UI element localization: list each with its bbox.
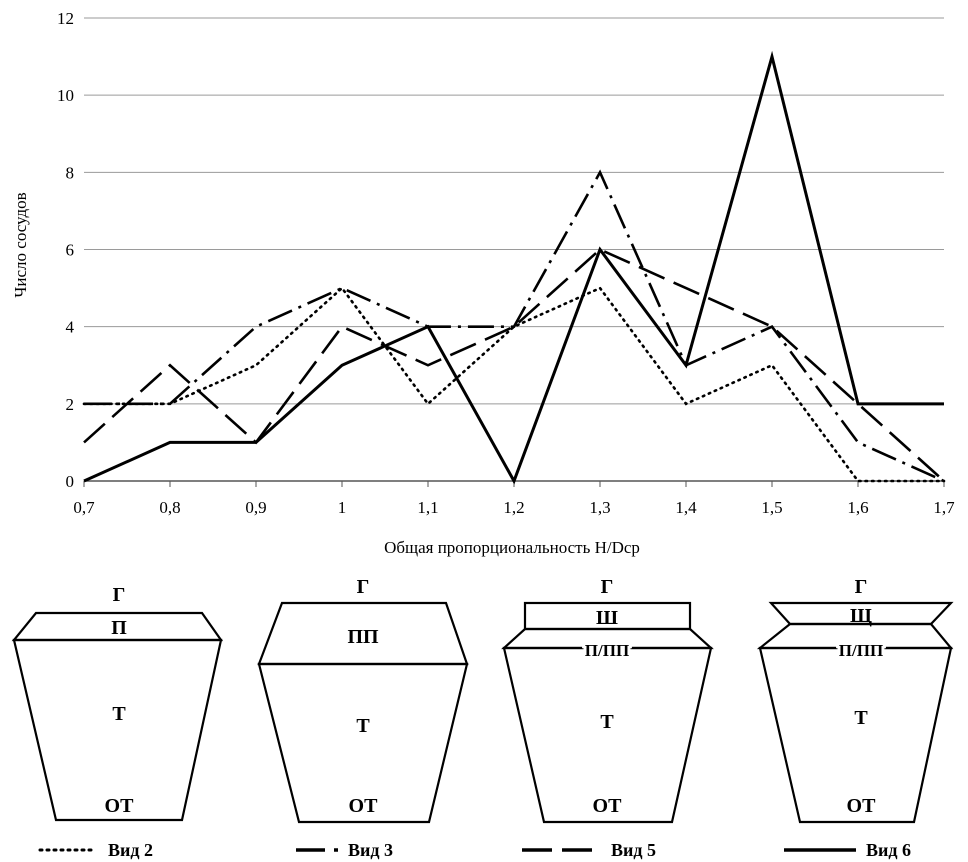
vessel-vid6-label-base: ОТ [847, 795, 877, 817]
vessel-vid2 [11, 611, 224, 822]
vessel-vid6-label-neck: Щ [850, 605, 872, 627]
x-tick-label: 1 [338, 498, 347, 517]
y-tick-label: 6 [66, 241, 75, 260]
y-tick-label: 4 [66, 318, 75, 337]
legend-item-vid6: Вид 6 [784, 840, 911, 860]
y-axis-label: Число сосудов [11, 192, 30, 297]
x-axis-ticks: 0,7 0,8 0,9 1 1,1 1,2 1,3 1,4 1,5 1,6 1,7 [73, 481, 955, 517]
vessel-vid6-label-rim: Г [855, 576, 868, 598]
vessel-vid3-label-shoulder: ПП [347, 626, 379, 648]
x-tick-label: 1,5 [761, 498, 782, 517]
series-line-1 [82, 286, 946, 483]
legend-label-vid2: Вид 2 [108, 840, 153, 860]
x-tick-label: 0,9 [245, 498, 266, 517]
vessel-vid2-label-shoulder: П [111, 617, 127, 639]
vessel-vid2-label-body: Т [112, 703, 126, 725]
y-tick-label: 12 [57, 9, 74, 28]
legend-label-vid6: Вид 6 [866, 840, 911, 860]
x-tick-label: 1,6 [847, 498, 868, 517]
x-tick-label: 1,7 [933, 498, 955, 517]
x-axis-label: Общая пропорциональность H/Dср [384, 538, 640, 557]
x-tick-label: 1,4 [675, 498, 697, 517]
vessel-vid3-label-body: Т [356, 715, 370, 737]
series-line-3 [83, 247, 945, 482]
series-line-2 [84, 169, 945, 483]
vessel-diagrams [11, 601, 954, 824]
series-line-4 [83, 50, 944, 485]
vessel-vid6-label-body: Т [854, 707, 868, 729]
legend-label-vid5: Вид 5 [611, 840, 656, 860]
x-tick-label: 0,8 [159, 498, 180, 517]
y-axis-ticks: 0 2 4 6 8 10 12 [57, 9, 75, 491]
x-tick-label: 1,2 [503, 498, 524, 517]
y-tick-label: 2 [66, 395, 75, 414]
x-tick-label: 1,1 [417, 498, 438, 517]
vessel-vid5-label-rim: Г [601, 576, 614, 598]
vessel-vid3-label-rim: Г [357, 576, 370, 598]
legend-item-vid2: Вид 2 [38, 840, 153, 860]
vessel-vid5-label-neck: Ш [596, 607, 618, 629]
x-tick-label: 1,3 [589, 498, 610, 517]
vessel-vid5-label-shoulder: П/ПП [585, 641, 629, 660]
y-tick-label: 8 [66, 163, 75, 182]
vessel-vid6-label-shoulder: П/ПП [839, 641, 883, 660]
grid-lines [84, 17, 944, 482]
vessel-vid5-body [502, 646, 713, 824]
y-tick-label: 10 [57, 86, 74, 105]
line-chart: 0 2 4 6 8 10 12 0,7 0,8 0,9 1 1,1 1,2 1,3 1,4 1,5 1,6 1,… [11, 9, 955, 557]
vessel-vid3-body [257, 662, 469, 824]
vessel-vid3 [257, 601, 469, 824]
vessel-vid6 [756, 601, 954, 824]
legend-item-vid5: Вид 5 [522, 840, 656, 860]
vessel-vid5-label-body: Т [600, 711, 614, 733]
vessel-vid2-label-rim: Г [113, 584, 126, 606]
vessel-vid2-label-base: ОТ [105, 795, 135, 817]
vessel-vid5 [501, 601, 714, 824]
legend: Вид 2 Вид 3 Вид 5 Вид 6 [38, 840, 911, 860]
vessel-vid2-body [12, 638, 223, 822]
x-tick-label: 0,7 [73, 498, 95, 517]
legend-label-vid3: Вид 3 [348, 840, 393, 860]
series-lines [82, 50, 946, 485]
legend-item-vid3: Вид 3 [296, 840, 393, 860]
vessel-vid6-body [758, 646, 953, 824]
y-tick-label: 0 [66, 472, 75, 491]
vessel-vid5-label-base: ОТ [593, 795, 623, 817]
vessel-vid3-label-base: ОТ [349, 795, 379, 817]
vessel-labels: Г П Т ОТ Г ПП Т ОТ Г Ш П/ПП Т ОТ Г Щ П/П… [105, 576, 887, 817]
